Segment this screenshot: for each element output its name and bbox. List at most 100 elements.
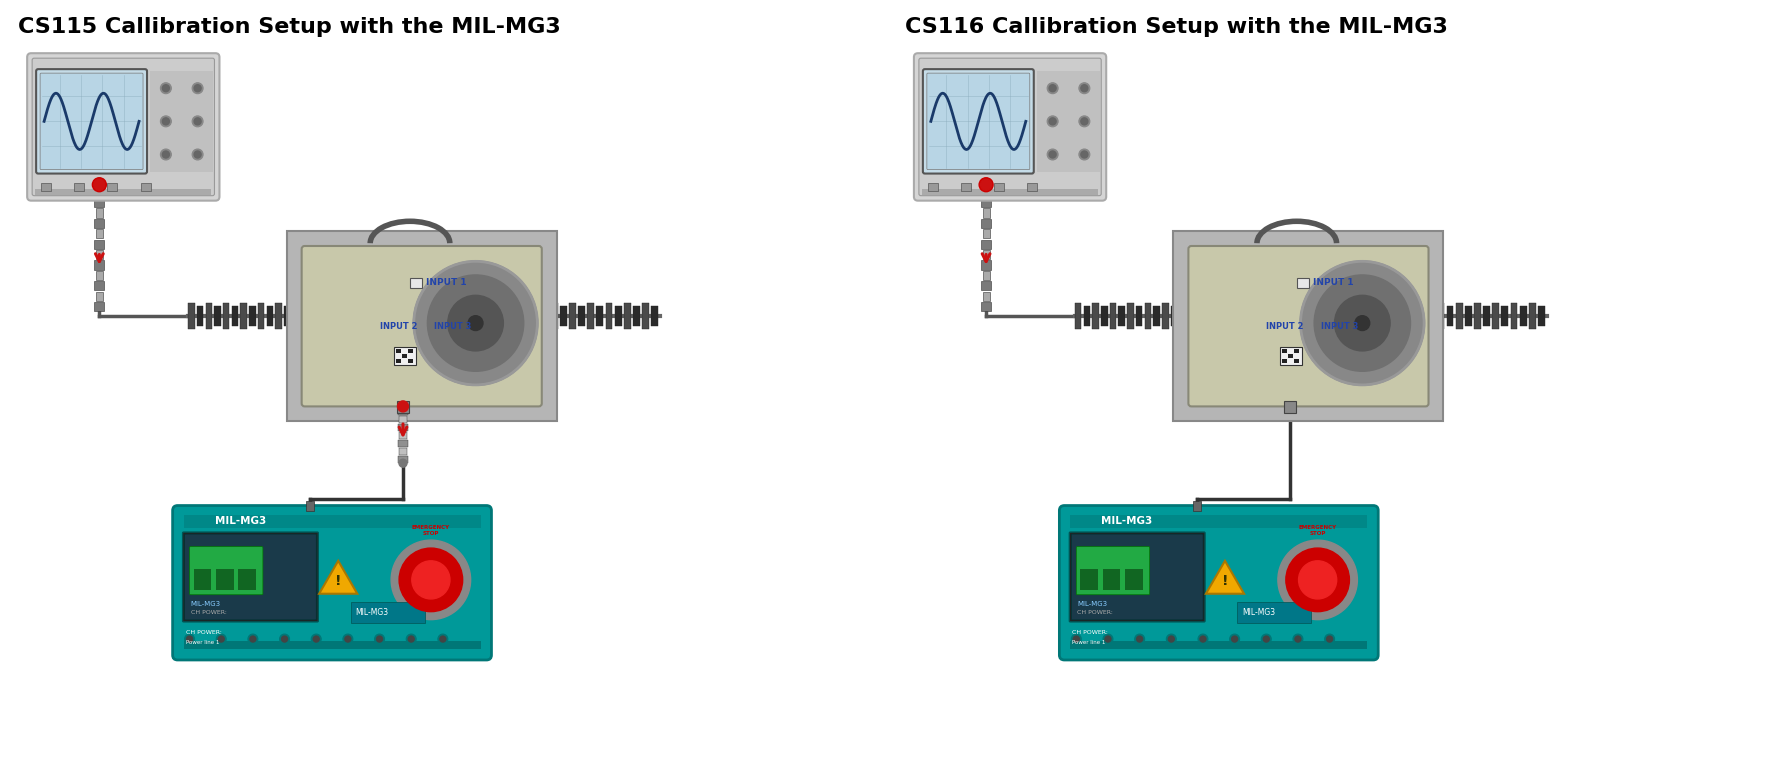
Circle shape	[397, 401, 408, 412]
Bar	[292, 244, 550, 386]
Text: CH POWER:: CH POWER:	[1072, 630, 1109, 635]
FancyBboxPatch shape	[913, 53, 1105, 201]
Bar	[1483, 306, 1490, 326]
Circle shape	[313, 636, 319, 642]
FancyBboxPatch shape	[922, 69, 1034, 174]
Circle shape	[1285, 548, 1349, 612]
Circle shape	[1105, 636, 1111, 642]
Bar	[983, 291, 990, 301]
Circle shape	[1314, 275, 1410, 371]
Text: Power line 1: Power line 1	[1072, 640, 1105, 645]
Bar	[397, 424, 408, 431]
Bar	[1447, 306, 1454, 326]
Circle shape	[377, 636, 383, 642]
Circle shape	[1166, 634, 1177, 644]
Circle shape	[219, 636, 224, 642]
Bar	[36, 189, 212, 195]
Bar	[1282, 359, 1287, 363]
Circle shape	[374, 634, 384, 644]
Circle shape	[187, 636, 192, 642]
Bar	[596, 306, 603, 326]
Circle shape	[1047, 149, 1057, 160]
Circle shape	[399, 548, 463, 612]
Circle shape	[1048, 151, 1056, 158]
Circle shape	[312, 634, 320, 644]
Text: EMERGENCY
STOP: EMERGENCY STOP	[1299, 525, 1337, 537]
Bar	[1173, 231, 1444, 422]
Circle shape	[185, 634, 194, 644]
Bar	[1084, 306, 1089, 326]
Bar	[995, 183, 1004, 191]
Bar	[399, 432, 408, 439]
Bar	[605, 304, 612, 330]
Circle shape	[194, 118, 201, 125]
Bar	[981, 282, 991, 291]
Bar	[587, 304, 595, 330]
Circle shape	[345, 636, 351, 642]
Bar	[961, 183, 972, 191]
Text: MIL-MG3: MIL-MG3	[1242, 608, 1276, 617]
FancyBboxPatch shape	[1070, 532, 1205, 622]
Circle shape	[1047, 83, 1057, 94]
Bar	[1109, 304, 1116, 330]
Bar	[239, 568, 256, 590]
Text: !: !	[335, 574, 342, 587]
Bar	[1136, 306, 1143, 326]
Bar	[399, 448, 408, 455]
Circle shape	[162, 84, 169, 91]
Circle shape	[1301, 261, 1424, 385]
Bar	[94, 218, 105, 228]
Circle shape	[392, 540, 470, 619]
Bar	[1070, 514, 1367, 528]
Bar	[408, 359, 413, 363]
Bar	[623, 304, 630, 330]
Circle shape	[413, 261, 538, 385]
FancyBboxPatch shape	[183, 532, 319, 622]
Text: MIL-MG3: MIL-MG3	[215, 517, 265, 527]
Bar	[983, 250, 990, 260]
Bar	[1193, 501, 1202, 511]
Circle shape	[1264, 636, 1269, 642]
Circle shape	[160, 116, 171, 127]
Bar	[614, 306, 621, 326]
FancyBboxPatch shape	[41, 73, 142, 170]
Circle shape	[194, 151, 201, 158]
Text: CS116 Callibration Setup with the MIL-MG3: CS116 Callibration Setup with the MIL-MG…	[904, 18, 1447, 37]
Bar	[1027, 183, 1038, 191]
Circle shape	[1230, 634, 1239, 644]
Bar	[550, 304, 557, 330]
Circle shape	[1072, 634, 1080, 644]
Bar	[408, 349, 413, 353]
Circle shape	[96, 180, 103, 189]
Bar	[411, 278, 422, 288]
Circle shape	[440, 636, 445, 642]
Bar	[240, 304, 247, 330]
Bar	[96, 250, 103, 260]
Bar	[194, 568, 212, 590]
Circle shape	[1079, 149, 1089, 160]
Bar	[1145, 304, 1152, 330]
Bar	[1294, 359, 1299, 363]
Circle shape	[406, 634, 417, 644]
Circle shape	[279, 634, 290, 644]
Bar	[94, 260, 105, 269]
Circle shape	[399, 459, 408, 467]
Bar	[183, 641, 481, 649]
Bar	[922, 189, 1098, 195]
Circle shape	[192, 116, 203, 127]
Bar	[981, 218, 991, 228]
Bar	[1162, 304, 1168, 330]
Circle shape	[1047, 116, 1057, 127]
Polygon shape	[319, 561, 358, 594]
Circle shape	[1080, 84, 1088, 91]
Bar	[983, 271, 990, 280]
Circle shape	[1137, 636, 1143, 642]
Circle shape	[1079, 83, 1089, 94]
Circle shape	[93, 178, 107, 192]
Polygon shape	[1205, 561, 1244, 594]
Bar	[561, 306, 566, 326]
Circle shape	[1232, 636, 1237, 642]
Circle shape	[408, 636, 415, 642]
Bar	[981, 302, 991, 311]
Circle shape	[449, 295, 504, 351]
